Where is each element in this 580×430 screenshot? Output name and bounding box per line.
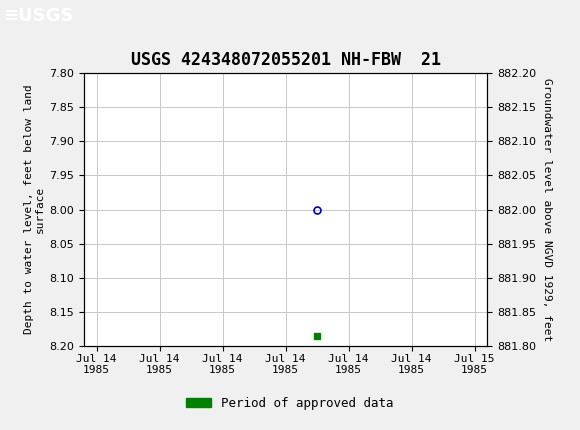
- Text: ≡USGS: ≡USGS: [3, 7, 74, 25]
- Legend: Period of approved data: Period of approved data: [181, 392, 399, 415]
- Y-axis label: Depth to water level, feet below land
surface: Depth to water level, feet below land su…: [24, 85, 45, 335]
- Title: USGS 424348072055201 NH-FBW  21: USGS 424348072055201 NH-FBW 21: [130, 51, 441, 69]
- Y-axis label: Groundwater level above NGVD 1929, feet: Groundwater level above NGVD 1929, feet: [542, 78, 552, 341]
